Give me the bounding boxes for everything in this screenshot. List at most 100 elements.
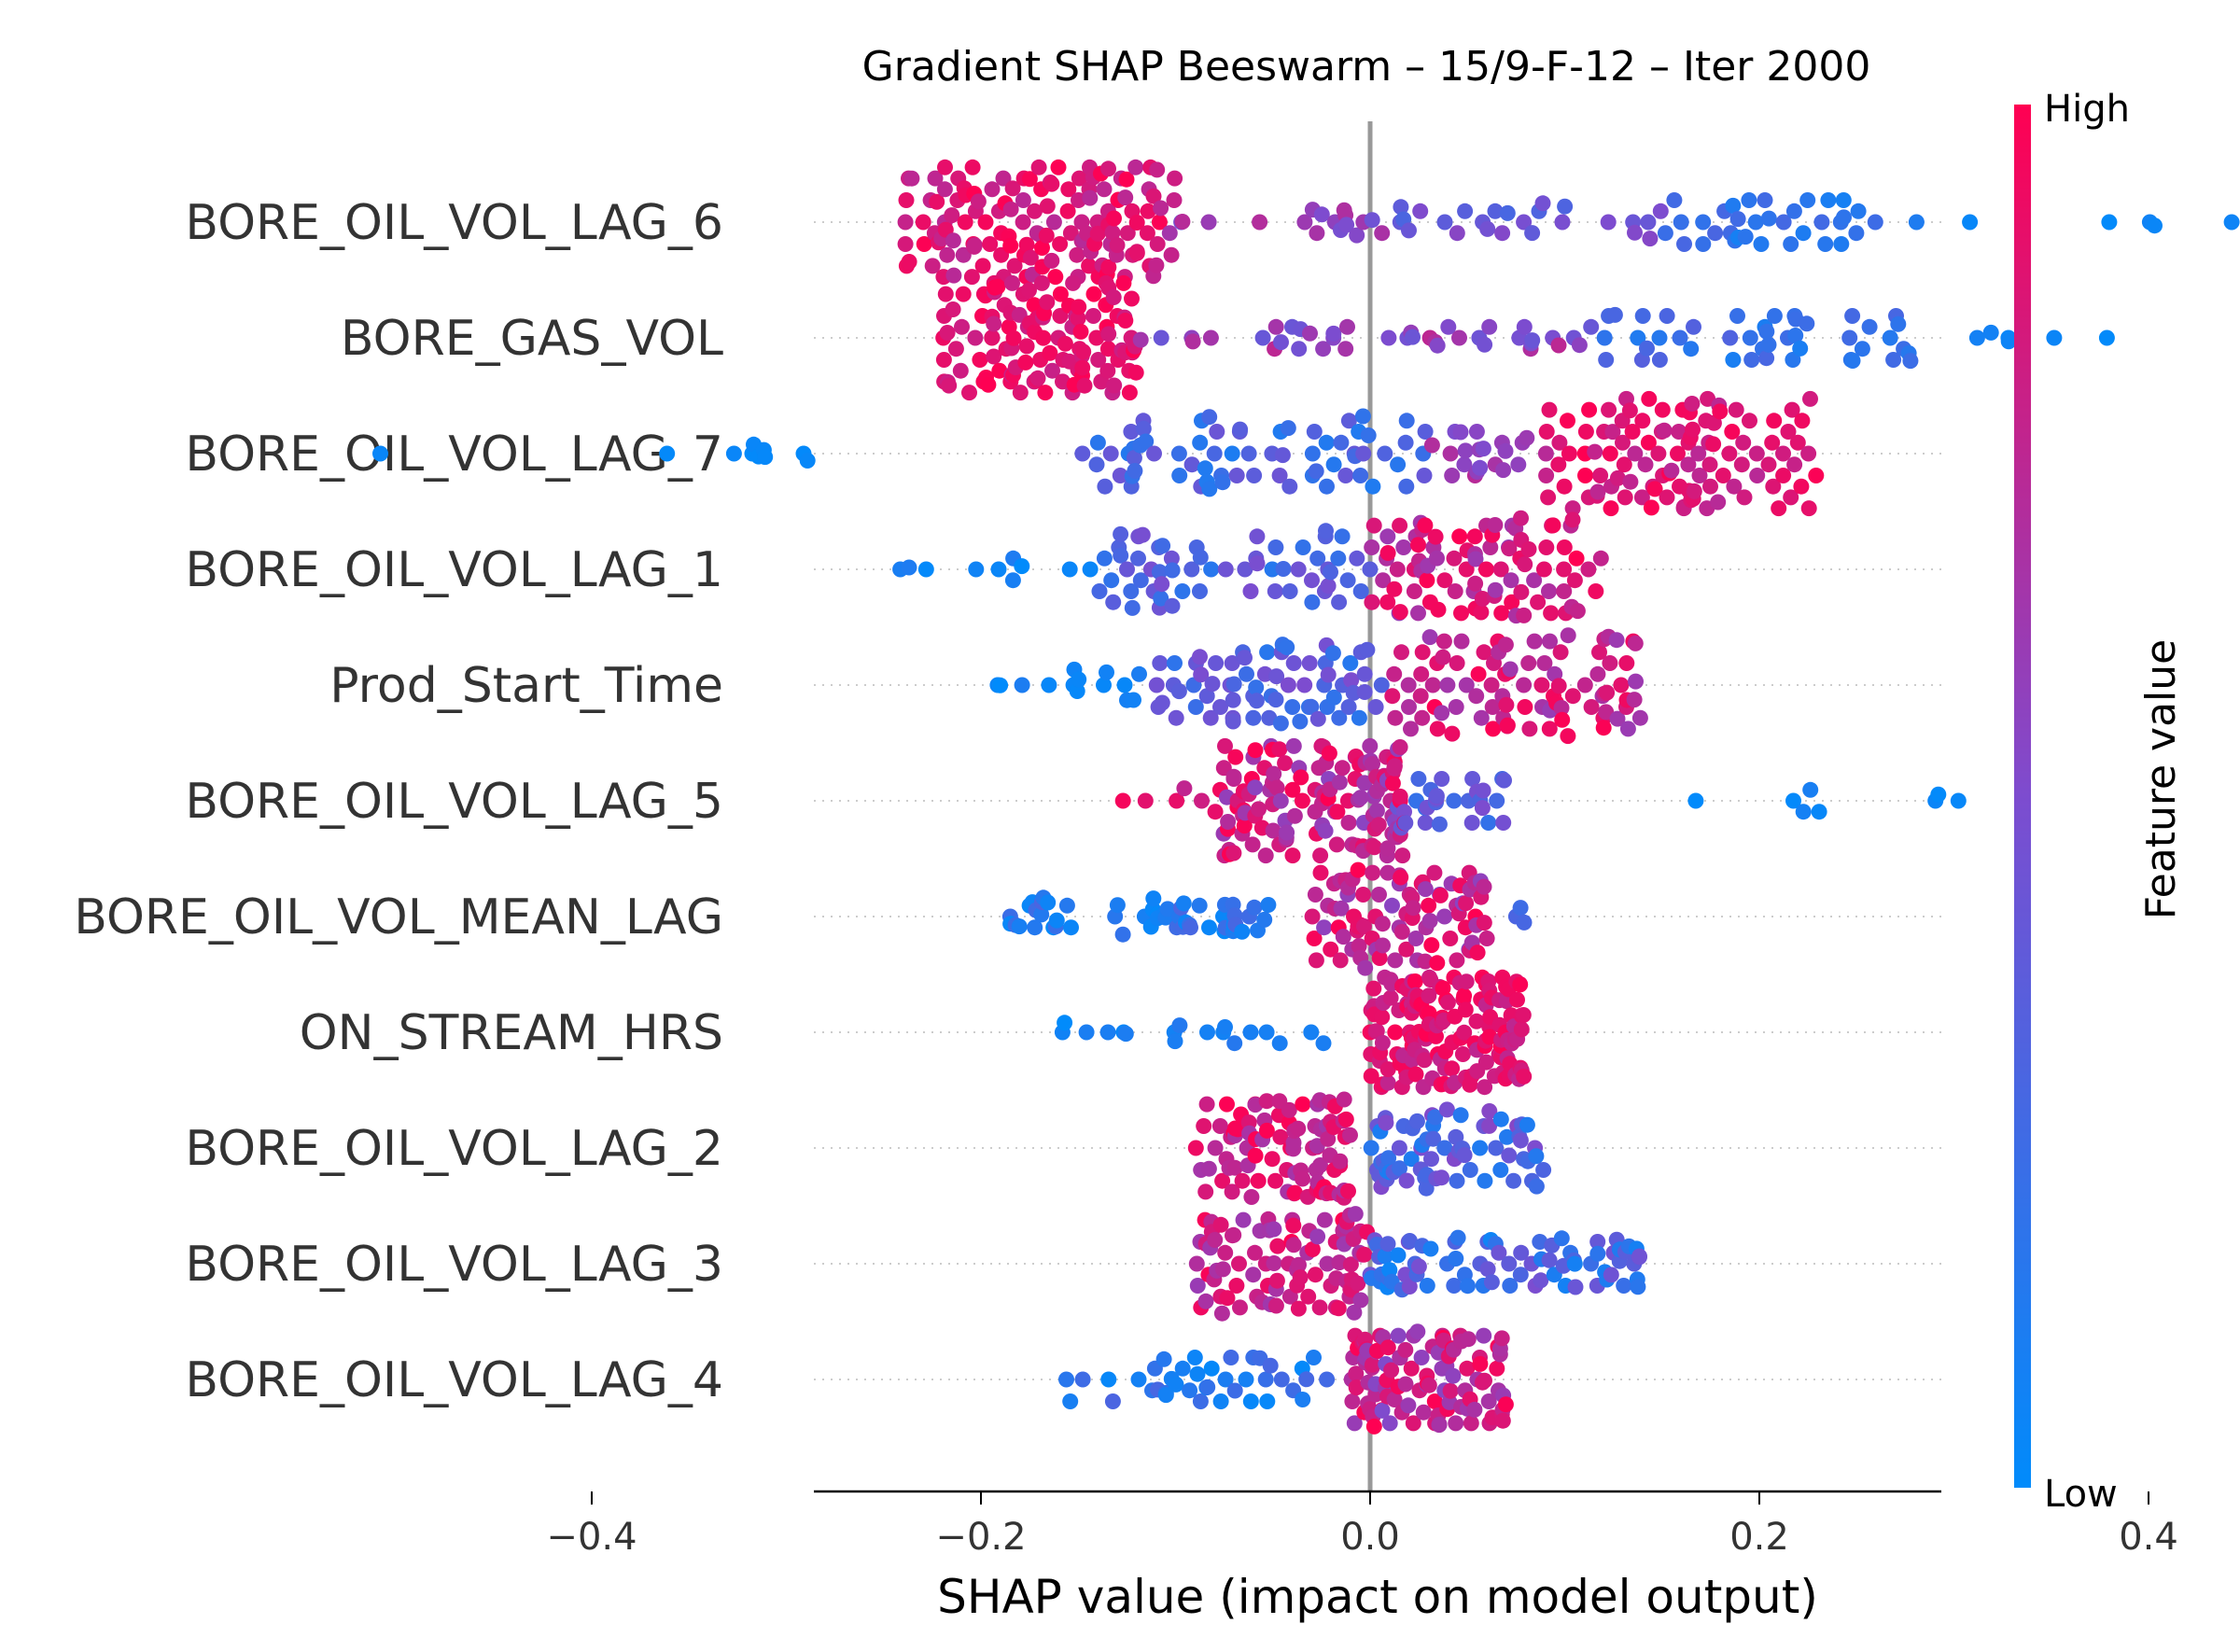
- shap-point: [1393, 869, 1409, 886]
- shap-point: [1535, 561, 1552, 578]
- shap-point: [1403, 1360, 1420, 1377]
- shap-point: [1501, 1255, 1518, 1272]
- shap-point: [1193, 666, 1210, 683]
- shap-point: [1813, 214, 1830, 231]
- shap-point: [1749, 468, 1766, 483]
- shap-point: [1171, 468, 1188, 483]
- shap-point: [1212, 1216, 1229, 1233]
- shap-point: [1018, 236, 1035, 253]
- shap-point: [1589, 665, 1606, 682]
- shap-point: [1124, 599, 1141, 616]
- shap-point: [1499, 204, 1516, 221]
- shap-point: [1495, 462, 1512, 479]
- shap-point: [1231, 1255, 1247, 1272]
- shap-point: [1175, 895, 1192, 912]
- shap-point: [1290, 561, 1307, 578]
- shap-point: [1850, 203, 1867, 219]
- shap-point: [1604, 424, 1621, 441]
- shap-point: [1473, 709, 1490, 726]
- shap-point: [1795, 225, 1812, 242]
- shap-point: [1848, 225, 1865, 242]
- shap-point: [1950, 792, 1967, 809]
- shap-point: [1601, 401, 1617, 418]
- shap-point: [1260, 897, 1277, 913]
- shap-point: [1672, 329, 1688, 346]
- shap-point: [1449, 225, 1465, 242]
- shap-point: [1482, 539, 1499, 555]
- shap-point: [1331, 594, 1348, 610]
- shap-point: [1151, 564, 1168, 581]
- shap-point: [1380, 329, 1397, 346]
- shap-point: [1456, 1147, 1473, 1164]
- shap-point: [1097, 478, 1113, 495]
- shap-point: [1764, 434, 1781, 451]
- shap-point: [1099, 1024, 1116, 1041]
- shap-point: [1392, 1160, 1407, 1177]
- shap-point: [1481, 318, 1498, 335]
- shap-point: [1444, 1060, 1461, 1077]
- shap-point: [1403, 721, 1419, 737]
- shap-point: [1444, 468, 1461, 483]
- shap-point: [1169, 792, 1185, 809]
- shap-point: [1475, 782, 1491, 799]
- shap-point: [1027, 203, 1043, 219]
- shap-point: [1524, 332, 1541, 349]
- shap-point: [1271, 468, 1288, 483]
- shap-point: [1357, 959, 1374, 976]
- shap-point: [1589, 1245, 1606, 1262]
- shap-point: [1207, 1140, 1224, 1156]
- shap-point: [1458, 677, 1475, 693]
- shap-point: [1070, 310, 1086, 327]
- shap-point: [1394, 847, 1411, 864]
- shap-point: [939, 325, 956, 341]
- shap-point: [1248, 679, 1265, 696]
- shap-point: [1071, 299, 1087, 315]
- shap-point: [1454, 1046, 1471, 1062]
- shap-point: [1747, 214, 1764, 231]
- shap-point: [986, 315, 1002, 332]
- shap-point: [1498, 696, 1515, 713]
- shap-point: [1407, 931, 1424, 946]
- shap-point: [1474, 800, 1491, 817]
- shap-point: [1480, 815, 1497, 831]
- shap-point: [1249, 555, 1266, 572]
- shap-point: [1416, 468, 1433, 483]
- shap-point: [1312, 847, 1329, 864]
- shap-point: [1286, 807, 1303, 824]
- shap-point: [1646, 481, 1663, 497]
- shap-point: [1319, 1371, 1336, 1388]
- shap-point: [1232, 1299, 1248, 1316]
- shap-point: [1225, 713, 1241, 730]
- shap-point: [1340, 815, 1357, 831]
- shap-point: [1293, 769, 1309, 786]
- shap-point: [1306, 424, 1323, 440]
- shap-point: [1258, 1093, 1275, 1110]
- shap-point: [947, 341, 964, 357]
- shap-point: [1621, 402, 1638, 419]
- shap-point: [957, 214, 973, 231]
- shap-point: [1412, 203, 1429, 219]
- shap-point: [1329, 804, 1346, 820]
- shap-point: [1280, 420, 1296, 437]
- shap-point: [1112, 468, 1128, 483]
- shap-point: [1307, 887, 1323, 903]
- shap-point: [1392, 788, 1408, 805]
- shap-point: [1355, 887, 1371, 903]
- shap-point: [1489, 792, 1505, 809]
- shap-point: [1427, 528, 1444, 545]
- shap-point: [1413, 665, 1430, 682]
- shap-point: [1306, 931, 1323, 946]
- shap-point: [1212, 699, 1228, 715]
- shap-point: [1405, 1415, 1421, 1432]
- shap-point: [757, 449, 774, 466]
- shap-point: [2147, 217, 2163, 234]
- shap-point: [1519, 1116, 1535, 1133]
- shap-point: [1292, 713, 1309, 730]
- shap-point: [1753, 236, 1770, 252]
- shap-point: [1430, 601, 1447, 618]
- shap-point: [1033, 906, 1050, 923]
- shap-point: [1224, 655, 1240, 671]
- shap-point: [1342, 1127, 1358, 1143]
- shap-point: [1453, 605, 1469, 622]
- shap-point: [1820, 192, 1837, 208]
